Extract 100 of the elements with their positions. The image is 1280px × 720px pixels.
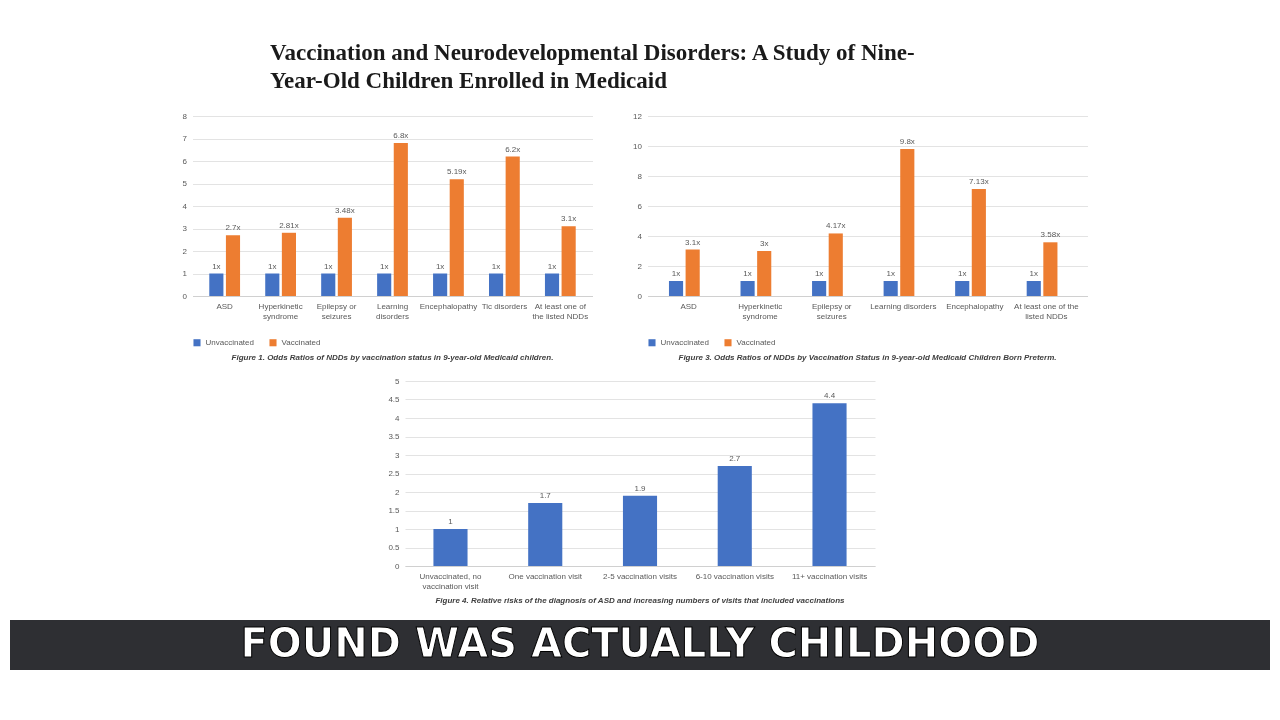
data-label: 2.81x <box>279 220 299 230</box>
y-tick-label: 4 <box>182 201 188 211</box>
y-tick-label: 10 <box>633 141 643 151</box>
x-tick-label: ASD <box>680 301 698 311</box>
y-tick-label: 0 <box>637 291 643 301</box>
bar <box>828 233 843 296</box>
bar <box>489 273 504 296</box>
data-label: 1 <box>448 517 454 526</box>
bar <box>668 281 684 296</box>
data-label: 4.17x <box>825 221 846 231</box>
bar <box>281 232 296 296</box>
data-label: 4.4 <box>823 391 836 401</box>
x-tick-label: Learning disorders <box>870 301 937 311</box>
y-tick-label: 1 <box>182 269 188 278</box>
x-tick-label: Encephalopathy <box>419 301 478 311</box>
x-tick-label: 6-10 vaccination visits <box>695 571 774 581</box>
data-label: 3.48x <box>335 205 355 215</box>
x-tick-label: Hyperkinetic syndrome <box>738 301 783 321</box>
data-label: 1x <box>547 261 557 271</box>
bar <box>900 149 915 296</box>
data-label: 3.1x <box>561 214 577 224</box>
x-tick-label: At least one of the listed NDDs <box>532 301 589 321</box>
data-label: 7.13x <box>969 177 989 187</box>
bar <box>622 495 658 566</box>
text: FOUND WAS ACTUALLY CHILDHOOD <box>240 620 1040 666</box>
data-label: 1x <box>324 261 333 271</box>
data-label: 1x <box>379 261 389 271</box>
y-tick-label: 8 <box>182 111 188 121</box>
data-label: 1x <box>886 269 895 278</box>
bar <box>209 273 224 296</box>
bar <box>971 189 986 296</box>
bar <box>225 235 241 296</box>
data-label: 1x <box>814 269 824 278</box>
x-tick-label: Epilepsy or seizures <box>811 301 852 321</box>
y-tick-label: 4 <box>395 413 401 423</box>
y-tick-label: 5 <box>182 179 188 188</box>
x-tick-label: 2-5 vaccination visits <box>603 571 677 581</box>
bar <box>740 281 755 296</box>
data-label: 1x <box>957 269 967 278</box>
y-tick-label: 1 <box>395 524 401 534</box>
legend-label: Vaccinated <box>736 337 776 347</box>
data-label: 6.2x <box>505 144 521 154</box>
data-label: 3.1x <box>685 237 701 247</box>
y-tick-label: 6 <box>182 156 188 166</box>
data-label: 3.58x <box>1040 230 1061 240</box>
x-tick-label: 11+ vaccination visits <box>791 571 868 581</box>
y-tick-label: 3.5 <box>388 432 401 441</box>
data-label: 1x <box>491 261 501 271</box>
x-tick-label: At least one of the listed NDDs <box>1014 301 1080 321</box>
bar <box>883 281 898 296</box>
y-tick-label: 0.5 <box>388 543 401 552</box>
bar <box>433 529 468 566</box>
data-label: 1x <box>743 269 752 278</box>
y-tick-label: 6 <box>637 201 643 211</box>
data-label: 1x <box>268 261 277 271</box>
data-label: 3x <box>759 239 769 248</box>
data-label: 6.8x <box>393 131 409 140</box>
x-tick-label: Epilepsy or seizures <box>316 301 357 321</box>
bar <box>955 281 970 296</box>
y-tick-label: 3 <box>395 450 401 460</box>
data-label: 1x <box>212 261 221 271</box>
data-label: 2.7 <box>729 454 741 464</box>
y-tick-label: 2 <box>395 487 401 497</box>
caption: Figure 4. Relative risks of the diagnosis of ASD and increasing numbers of visits that included vaccinations <box>435 596 846 605</box>
bar <box>265 273 280 296</box>
data-label: 1x <box>1029 269 1038 278</box>
y-tick-label: 3 <box>182 224 188 233</box>
y-tick-label: 0 <box>395 561 401 571</box>
bar <box>1026 281 1041 296</box>
y-tick-label: 1.5 <box>388 506 401 515</box>
caption: Figure 3. Odds Ratios of NDDs by Vaccination Status in 9-year-old Medicaid Children Born Preterm. <box>678 353 1057 362</box>
y-tick-label: 2.5 <box>388 469 401 478</box>
data-label: 1x <box>435 261 445 271</box>
bar <box>812 403 847 566</box>
y-tick-label: 5 <box>395 376 401 386</box>
bar <box>685 249 700 296</box>
y-tick-label: 4.5 <box>388 395 401 404</box>
bar <box>377 273 392 296</box>
y-tick-label: 4 <box>637 231 643 241</box>
data-label: 1.9 <box>634 483 647 493</box>
data-label: 5.19x <box>446 167 467 177</box>
y-tick-label: 2 <box>637 261 643 271</box>
x-tick-label: One vaccination visit <box>508 571 583 581</box>
data-label: 9.8x <box>899 137 915 146</box>
bar <box>528 503 563 566</box>
legend-label: Unvaccinated <box>205 337 254 347</box>
y-tick-label: 0 <box>182 291 188 301</box>
bar <box>433 273 448 296</box>
bar <box>544 273 560 296</box>
caption: Figure 1. Odds Ratios of NDDs by vaccination status in 9-year-old Medicaid children. <box>231 353 554 362</box>
x-tick-label: Encephalopathy <box>946 301 1004 311</box>
bar <box>812 281 827 296</box>
data-label: 1.7 <box>539 491 552 501</box>
bar <box>1043 242 1058 296</box>
bar <box>449 179 464 296</box>
bar <box>321 273 336 296</box>
y-tick-label: 8 <box>637 171 643 181</box>
x-tick-label: Learning disorders <box>376 301 409 321</box>
x-tick-label: ASD <box>216 301 234 311</box>
bar <box>393 143 408 296</box>
